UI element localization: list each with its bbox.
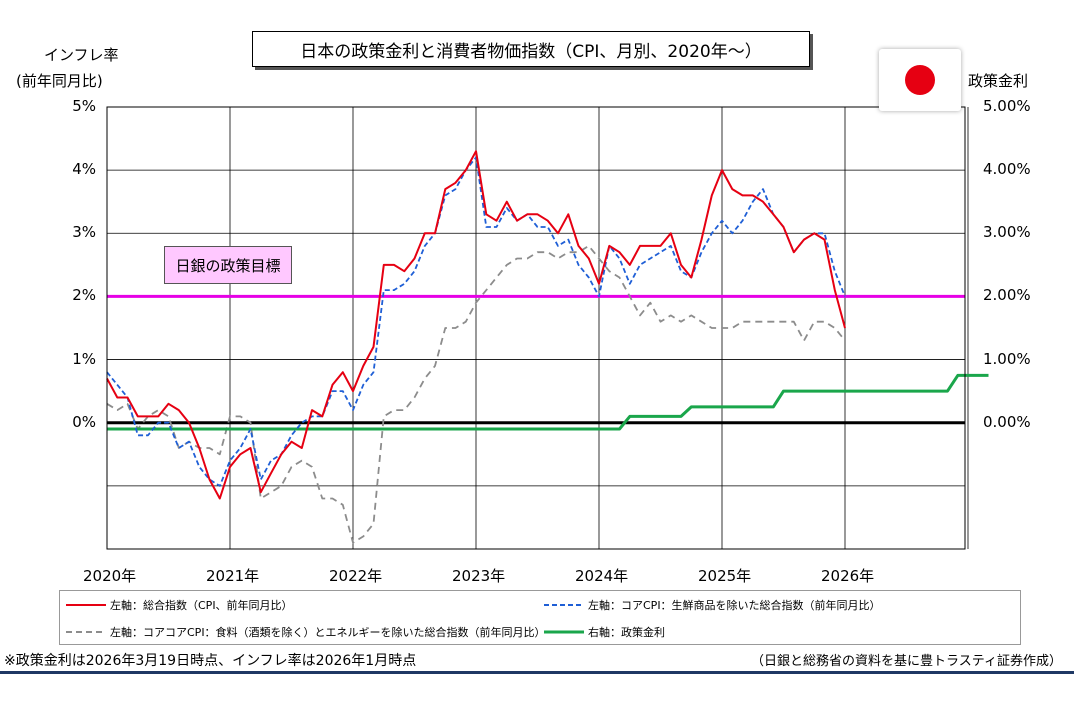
target-label: 日銀の政策目標 (164, 246, 292, 284)
y-tick-right: 0.00% (983, 412, 1031, 431)
x-tick: 2023年 (452, 567, 506, 585)
chart-title: 日本の政策金利と消費者物価指数（CPI、月別、2020年～） (252, 31, 810, 67)
y-tick-left: 4% (72, 160, 96, 179)
y-tick-left: 0% (72, 412, 96, 431)
legend-label-corecore: 左軸：コアコアCPI：食料（酒類を除く）とエネルギーを除いた総合指数（前年同月比… (110, 626, 546, 639)
legend-item-policy: 右軸：政策金利 (544, 624, 665, 640)
footer-bar (0, 671, 1074, 674)
note-left: ※政策金利は2026年3月19日時点、インフレ率は2026年1月時点 (4, 653, 417, 669)
y-tick-left: 5% (72, 97, 96, 115)
y-tick-left: 2% (72, 286, 96, 305)
y-tick-left: 3% (72, 223, 96, 242)
note-right: （日銀と総務省の資料を基に豊トラスティ証券作成） (751, 654, 1062, 669)
y-left-label-2: (前年同月比) (16, 72, 103, 90)
x-tick: 2020年 (83, 567, 137, 585)
x-tick: 2024年 (575, 567, 629, 585)
legend-item-headline: 左軸：総合指数（CPI、前年同月比） (66, 597, 293, 613)
series-core (106, 156, 846, 487)
y-tick-right: 3.00% (983, 223, 1031, 242)
x-tick: 2026年 (821, 567, 875, 585)
y-tick-right: 1.00% (983, 349, 1031, 368)
series-corecore (106, 244, 846, 544)
x-tick: 2021年 (206, 567, 260, 585)
legend: 左軸：総合指数（CPI、前年同月比） 左軸：コアCPI：生鮮商品を除いた総合指数… (59, 590, 1021, 645)
y-tick-right: 4.00% (983, 160, 1031, 179)
legend-item-corecore: 左軸：コアコアCPI：食料（酒類を除く）とエネルギーを除いた総合指数（前年同月比… (66, 624, 546, 640)
series-policy-rate (107, 373, 989, 431)
legend-label-headline: 左軸：総合指数（CPI、前年同月比） (110, 599, 293, 612)
legend-item-core: 左軸：コアCPI：生鮮商品を除いた総合指数（前年同月比） (544, 597, 881, 613)
x-tick: 2022年 (329, 567, 383, 585)
plot-frame (106, 106, 966, 550)
legend-label-policy: 右軸：政策金利 (588, 626, 665, 639)
japan-flag (879, 49, 961, 111)
y-left-label-1: インフレ率 (44, 46, 119, 64)
series-group (106, 150, 989, 544)
legend-label-core: 左軸：コアCPI：生鮮商品を除いた総合指数（前年同月比） (588, 599, 881, 612)
y-right-label: 政策金利 (968, 72, 1029, 90)
y-tick-left: 1% (72, 349, 96, 368)
grid (107, 106, 969, 550)
x-tick: 2025年 (698, 567, 752, 585)
y-tick-right: 5.00% (983, 97, 1031, 115)
y-tick-right: 2.00% (983, 286, 1031, 305)
flag-sun-icon (905, 65, 935, 95)
series-headline (106, 150, 846, 500)
